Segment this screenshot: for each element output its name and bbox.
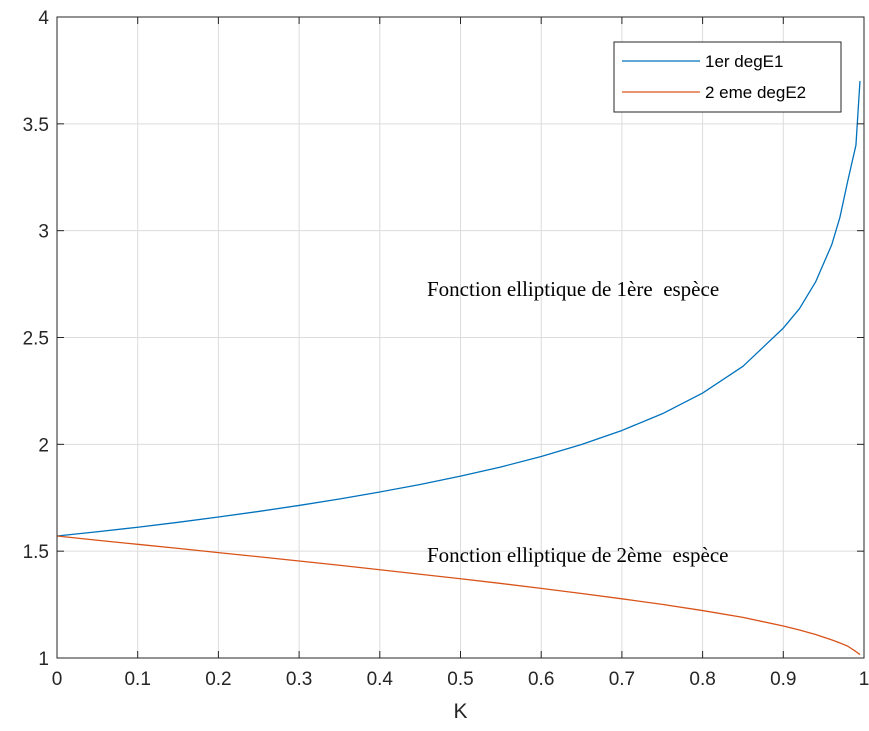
x-tick-label: 0.3	[286, 669, 312, 690]
x-tick-label: 0	[52, 669, 63, 690]
annotation-second-kind: Fonction elliptique de 2ème espèce	[427, 543, 729, 567]
legend-box	[613, 41, 842, 113]
y-tick-label: 3	[38, 222, 49, 243]
y-tick-label: 2.5	[23, 329, 49, 350]
x-tick-label: 0.9	[770, 669, 796, 690]
x-tick-label: 0.8	[689, 669, 715, 690]
y-tick-label: 2	[38, 435, 49, 456]
x-tick-label: 0.6	[528, 669, 554, 690]
legend: 1er degE1 2 eme degE2	[613, 41, 842, 113]
x-tick-label: 1	[859, 669, 869, 690]
series-line-e2	[56, 535, 861, 656]
x-tick-label: 0.2	[205, 669, 231, 690]
ticks-group: 0 0.1 0.2 0.3 0.4 0.5 0.6 0.7 0.8 0.9 1 1 1.5 2 2.5 3 3.…	[23, 8, 869, 690]
y-tick-label: 1	[38, 649, 49, 670]
x-tick-label: 0.7	[609, 669, 635, 690]
x-tick-label: 0.1	[124, 669, 150, 690]
annotation-first-kind: Fonction elliptique de 1ère espèce	[427, 277, 719, 301]
y-tick-label: 1.5	[23, 542, 49, 563]
legend-label-e1: 1er degE1	[705, 52, 783, 71]
legend-label-e2: 2 eme degE2	[705, 83, 806, 102]
series-line-e1	[56, 81, 861, 537]
x-axis-label: K	[453, 700, 467, 723]
y-tick-label: 3.5	[23, 115, 49, 136]
y-tick-label: 4	[38, 8, 49, 29]
x-tick-label: 0.5	[447, 669, 473, 690]
series-group	[56, 81, 861, 656]
x-tick-label: 0.4	[367, 669, 394, 690]
